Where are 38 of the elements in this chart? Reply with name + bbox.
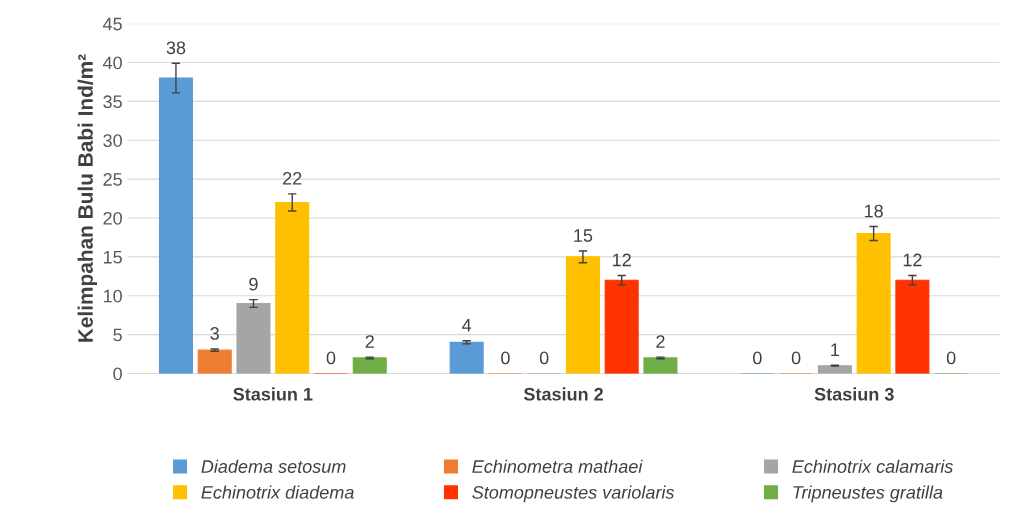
legend-label: Tripneustes gratilla	[793, 485, 943, 503]
legend-label: Echinotrix calamaris	[792, 459, 953, 473]
legend-label: Diadema setosum	[201, 459, 346, 473]
y-tick-label: 45	[102, 17, 122, 31]
x-tick-label: Stasiun 3	[814, 387, 894, 401]
y-tick-label: 20	[103, 211, 122, 225]
y-tick-label: 25	[103, 173, 122, 186]
data-label: 38	[166, 41, 186, 55]
data-label: 4	[462, 319, 472, 332]
data-label: 2	[656, 335, 665, 348]
data-label: 0	[539, 351, 549, 365]
data-label: 12	[613, 253, 631, 267]
legend-label: Stomopneustes variolaris	[472, 485, 675, 503]
y-tick-label: 0	[113, 367, 122, 381]
y-tick-label: 40	[102, 56, 122, 70]
x-tick-label: Stasiun 1	[233, 387, 313, 401]
legend-label: Echinotrix diadema	[201, 485, 354, 499]
data-label: 22	[283, 171, 302, 185]
data-label: 0	[501, 351, 510, 365]
data-label: 0	[753, 351, 762, 365]
y-tick-label: 5	[113, 328, 122, 342]
data-label: 0	[326, 351, 336, 365]
y-axis-title: Kelimpahan Bulu Babi Ind/m²	[77, 54, 97, 342]
data-label: 15	[574, 229, 593, 242]
data-label: 18	[864, 204, 883, 218]
y-tick-label: 10	[103, 289, 122, 303]
y-tick-label: 15	[103, 250, 122, 264]
data-label: 2	[365, 335, 374, 348]
data-label: 12	[903, 253, 922, 267]
y-tick-label: 35	[103, 95, 122, 109]
data-label: 0	[791, 351, 801, 365]
data-label: 1	[831, 343, 840, 356]
x-tick-label: Stasiun 2	[523, 387, 603, 401]
data-label: 3	[210, 327, 219, 340]
data-label: 9	[249, 277, 258, 291]
legend-label: Echinometra mathaei	[472, 459, 643, 473]
y-tick-label: 30	[103, 134, 122, 147]
data-label: 0	[946, 351, 956, 365]
